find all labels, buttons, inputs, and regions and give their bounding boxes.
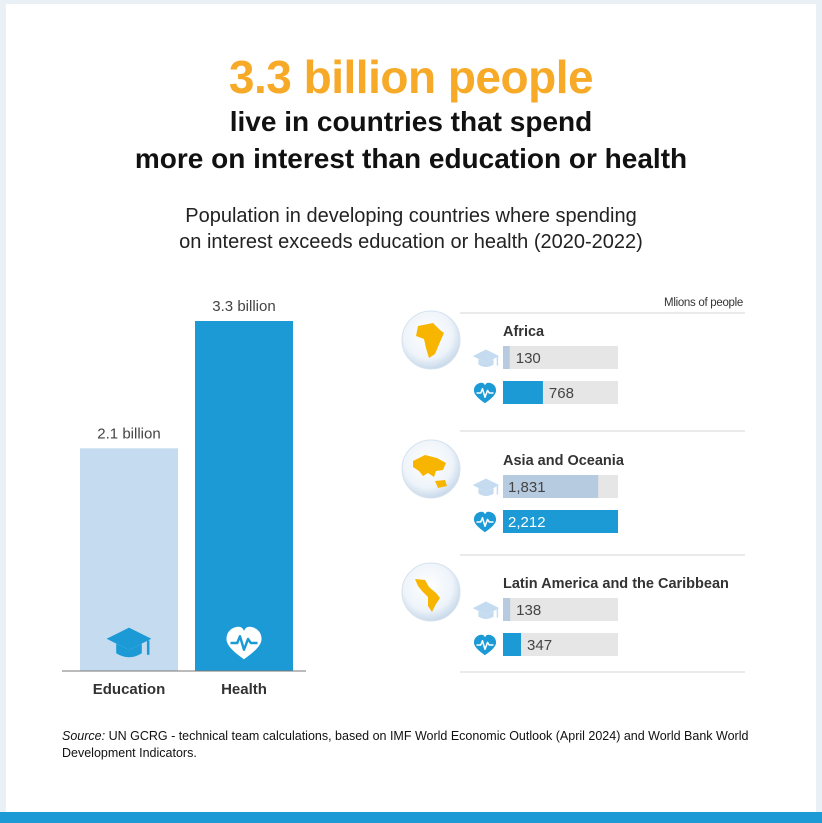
- subheadline-line-2: more on interest than education or healt…: [134, 143, 688, 174]
- globe-asia-oceania-icon: [401, 439, 461, 499]
- bottom-accent-bar: [0, 812, 822, 823]
- cap-body: [478, 358, 494, 368]
- unit-label: Mlions of people: [664, 297, 743, 309]
- heart-pulse-icon: [473, 382, 497, 404]
- description-line-1: Population in developing countries where…: [185, 205, 637, 227]
- pulse-line: [230, 635, 258, 651]
- bar-health: [195, 321, 293, 671]
- cap-body: [478, 487, 494, 497]
- bar-track: [503, 633, 618, 656]
- region-label: Africa: [503, 324, 545, 340]
- graduation-cap-icon: [472, 478, 500, 497]
- graduation-cap-icon: [472, 601, 500, 620]
- globe-africa-icon: [401, 310, 461, 370]
- cap-board: [472, 601, 500, 615]
- bar-value-label: 3.3 billion: [212, 298, 275, 315]
- pulse-line: [476, 639, 494, 651]
- population-bar-chart: 2.1 billion Education 3.3 billion Health: [62, 298, 306, 698]
- bar-health: [503, 510, 618, 533]
- continent-shape: [416, 323, 444, 358]
- continent-shape: [413, 455, 447, 488]
- regional-bar-chart: Mlions of people Africa 130 768 Asia and Oce…: [401, 297, 745, 673]
- bar-value-label: 130: [516, 350, 541, 367]
- category-label: Education: [93, 681, 166, 698]
- continent-shape: [415, 579, 440, 612]
- graduation-cap-icon: [106, 627, 152, 658]
- heart-shape: [473, 382, 497, 404]
- region-group: Asia and Oceania 1,831 2,212: [401, 439, 625, 533]
- bar-education: [503, 475, 599, 498]
- globe-latin-america-icon: [401, 562, 461, 622]
- source-footnote: Source: UN GCRG - technical team calcula…: [62, 728, 772, 762]
- headline: 3.3 billion people: [228, 51, 594, 103]
- heart-shape: [226, 626, 262, 660]
- bar-track: [503, 346, 618, 369]
- region-label: Latin America and the Caribbean: [503, 576, 729, 592]
- bar-value-label: 768: [549, 385, 574, 402]
- region-group: Latin America and the Caribbean 138 347: [401, 562, 729, 656]
- bar-education: [503, 346, 510, 369]
- source-label: Source:: [62, 729, 106, 743]
- graduation-cap-icon: [472, 349, 500, 368]
- bar-value-label: 138: [516, 602, 541, 619]
- heart-pulse-icon: [473, 511, 497, 533]
- heart-pulse-icon: [226, 626, 262, 660]
- cap-body: [116, 643, 142, 658]
- infographic-card: [6, 4, 816, 812]
- subheadline-line-1: live in countries that spend: [229, 106, 593, 137]
- bar-education: [503, 598, 511, 621]
- region-group: Africa 130 768: [401, 310, 618, 404]
- bar-value-label: 2,212: [508, 514, 546, 531]
- pulse-line: [476, 516, 494, 528]
- bar-health: [503, 633, 522, 656]
- source-text: UN GCRG - technical team calculations, b…: [62, 729, 749, 760]
- heart-shape: [473, 511, 497, 533]
- cap-body: [478, 610, 494, 620]
- region-label: Asia and Oceania: [503, 453, 625, 469]
- bar-value-label: 1,831: [508, 479, 546, 496]
- cap-board: [472, 349, 500, 363]
- category-label: Health: [221, 681, 267, 698]
- cap-board: [472, 478, 500, 492]
- bar-value-label: 2.1 billion: [97, 425, 160, 442]
- bar-health: [503, 381, 543, 404]
- heart-pulse-icon: [473, 634, 497, 656]
- description-line-2: on interest exceeds education or health …: [179, 231, 643, 253]
- bar-track: [503, 598, 618, 621]
- heart-shape: [473, 634, 497, 656]
- pulse-line: [476, 387, 494, 399]
- bar-value-label: 347: [527, 637, 552, 654]
